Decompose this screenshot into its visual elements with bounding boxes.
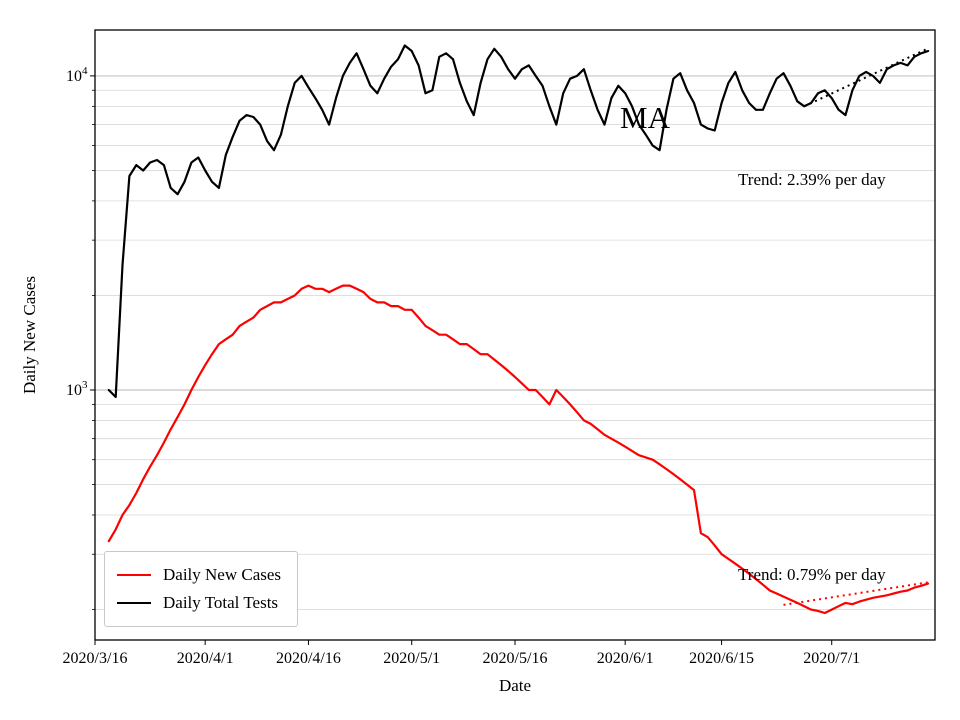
svg-text:2020/6/15: 2020/6/15 <box>689 650 754 667</box>
svg-text:2020/7/1: 2020/7/1 <box>803 650 860 667</box>
svg-text:2020/3/16: 2020/3/16 <box>63 650 128 667</box>
legend-item-cases: Daily New Cases <box>117 561 281 589</box>
svg-text:2020/4/16: 2020/4/16 <box>276 650 341 667</box>
svg-text:2020/6/1: 2020/6/1 <box>597 650 654 667</box>
tests-line-swatch <box>117 602 151 604</box>
tests-trend-annotation: Trend: 2.39% per day <box>738 170 886 189</box>
legend: Daily New Cases Daily Total Tests <box>104 551 299 627</box>
cases-line-swatch <box>117 574 151 576</box>
y-axis-label: Daily New Cases <box>20 275 39 395</box>
cases-trend-annotation: Trend: 0.79% per day <box>738 565 886 584</box>
svg-text:103: 103 <box>66 379 88 399</box>
svg-text:2020/4/1: 2020/4/1 <box>177 650 234 667</box>
svg-text:104: 104 <box>66 65 88 85</box>
x-axis-label: Date <box>498 676 532 695</box>
svg-text:2020/5/1: 2020/5/1 <box>383 650 440 667</box>
legend-label-tests: Daily Total Tests <box>163 593 279 612</box>
state-annotation: MA <box>620 100 670 135</box>
legend-item-tests: Daily Total Tests <box>117 589 281 617</box>
svg-text:2020/5/16: 2020/5/16 <box>483 650 548 667</box>
legend-label-cases: Daily New Cases <box>163 565 282 584</box>
